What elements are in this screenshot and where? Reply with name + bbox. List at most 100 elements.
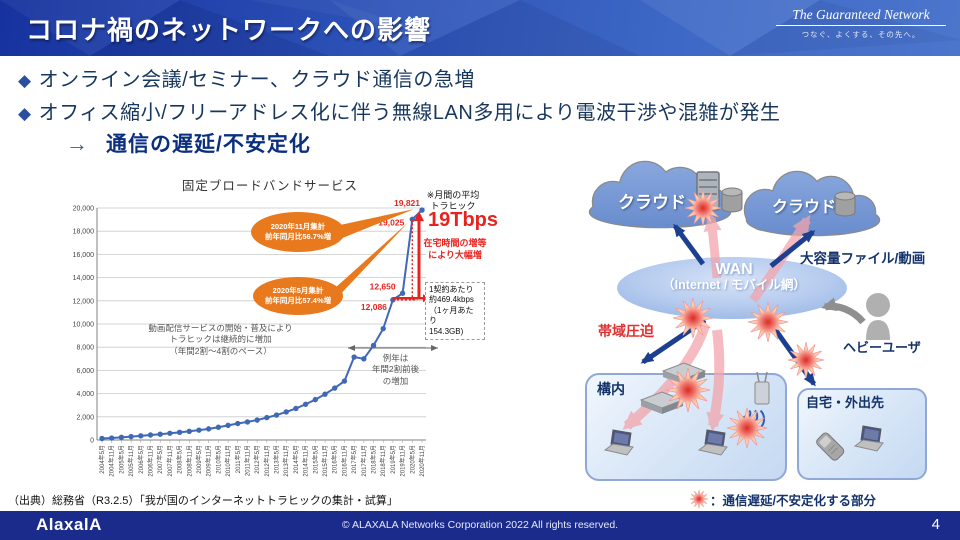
svg-text:2018年11月: 2018年11月 bbox=[379, 445, 387, 477]
svg-text:2016年11月: 2016年11月 bbox=[340, 445, 348, 477]
svg-text:16,000: 16,000 bbox=[73, 252, 95, 259]
svg-text:2017年5月: 2017年5月 bbox=[350, 445, 358, 474]
burst-icon bbox=[684, 189, 722, 227]
svg-text:2013年5月: 2013年5月 bbox=[273, 445, 281, 474]
bullet-wireless-lan: ◆ オフィス縮小/フリーアドレス化に伴う無線LAN多用により電波干渉や混雑が発生 bbox=[18, 96, 780, 125]
traffic-value: 19Tbps bbox=[428, 209, 499, 231]
svg-text:2016年5月: 2016年5月 bbox=[331, 445, 339, 474]
diamond-bullet-icon: ◆ bbox=[18, 104, 32, 123]
svg-text:2009年11月: 2009年11月 bbox=[205, 445, 213, 477]
slide-header: コロナ禍のネットワークへの影響 The Guaranteed Network つ… bbox=[0, 0, 960, 56]
svg-text:2015年5月: 2015年5月 bbox=[311, 445, 319, 474]
stay-home-note: 在宅時間の増等 により大幅増 bbox=[423, 238, 487, 260]
home-label: 自宅・外出先 bbox=[806, 395, 885, 410]
svg-text:2007年11月: 2007年11月 bbox=[166, 445, 174, 477]
svg-text:2006年11月: 2006年11月 bbox=[146, 445, 154, 477]
chart-note-normal-year: 例年は 年間2割前後 の増加 bbox=[371, 353, 420, 386]
svg-text:2011年5月: 2011年5月 bbox=[234, 445, 242, 473]
svg-text:2005年5月: 2005年5月 bbox=[117, 445, 125, 474]
svg-text:4,000: 4,000 bbox=[76, 391, 94, 398]
svg-text:2008年11月: 2008年11月 bbox=[185, 445, 193, 477]
heavy-user-arrow bbox=[821, 297, 866, 325]
bandwidth-pressure-label: 帯域圧迫 bbox=[598, 323, 654, 339]
svg-text:2020年11月集計: 2020年11月集計 bbox=[271, 221, 326, 231]
burst-icon bbox=[747, 301, 789, 343]
svg-text:2004年11月: 2004年11月 bbox=[108, 445, 116, 477]
svg-text:2020年5月集計: 2020年5月集計 bbox=[273, 285, 324, 295]
brand-block: The Guaranteed Network つなぐ、よくする、その先へ。 bbox=[776, 7, 946, 40]
alaxala-logo: AlaxalA bbox=[36, 515, 102, 534]
big-file-label: 大容量ファイル/動画 bbox=[800, 251, 926, 266]
conclusion-line: → 通信の遅延/不安定化 bbox=[66, 128, 311, 158]
svg-text:前年同月比57.4%増: 前年同月比57.4%増 bbox=[265, 295, 332, 305]
page-number: 4 bbox=[931, 516, 940, 533]
svg-text:2019年5月: 2019年5月 bbox=[389, 445, 397, 474]
svg-text:2015年11月: 2015年11月 bbox=[321, 445, 329, 477]
wan-subtitle: （Internet / モバイル網） bbox=[662, 277, 806, 292]
person-icon bbox=[866, 293, 890, 340]
chart-note-video-services: 動画配信サービスの開始・普及により トラヒックは継続的に増加 （年間2割～4割の… bbox=[148, 323, 293, 356]
svg-text:2020年11月: 2020年11月 bbox=[418, 445, 426, 477]
header-facet-texture bbox=[0, 0, 960, 56]
chart-title: 固定ブロードバンドサービス bbox=[181, 179, 359, 193]
svg-text:20,000: 20,000 bbox=[73, 206, 95, 213]
svg-text:2018年5月: 2018年5月 bbox=[370, 445, 378, 474]
bullet-online-meetings: ◆ オンライン会議/セミナー、クラウド通信の急増 bbox=[18, 63, 475, 92]
svg-text:2020年5月: 2020年5月 bbox=[408, 445, 416, 474]
svg-text:19,821: 19,821 bbox=[394, 198, 420, 208]
brand-tagline: つなぐ、よくする、その先へ。 bbox=[801, 30, 921, 39]
legend-text: ：通信遅延/不安定化する部分 bbox=[710, 493, 876, 508]
cloud-label: クラウド bbox=[618, 193, 686, 212]
svg-text:6,000: 6,000 bbox=[76, 368, 94, 375]
page-title: コロナ禍のネットワークへの影響 bbox=[26, 15, 432, 45]
svg-text:2017年11月: 2017年11月 bbox=[360, 445, 368, 477]
copyright-text: © ALAXALA Networks Corporation 2022 All … bbox=[341, 519, 619, 531]
svg-text:2004年5月: 2004年5月 bbox=[98, 445, 106, 474]
svg-text:0: 0 bbox=[90, 438, 94, 445]
svg-text:2014年11月: 2014年11月 bbox=[302, 445, 310, 477]
cloud-label: クラウド bbox=[772, 199, 837, 216]
svg-text:8,000: 8,000 bbox=[76, 345, 94, 352]
database-icon bbox=[721, 187, 743, 213]
burst-icon bbox=[689, 489, 709, 509]
heavy-user-label: ヘビーユーザ bbox=[843, 340, 921, 355]
svg-text:2013年11月: 2013年11月 bbox=[282, 445, 290, 477]
svg-text:2009年5月: 2009年5月 bbox=[195, 445, 203, 474]
server-icon bbox=[696, 171, 720, 211]
per-contract-note: 1契約あたり 約469.4kbps （1ヶ月あたり 154.3GB) bbox=[425, 282, 485, 340]
svg-text:2011年11月: 2011年11月 bbox=[243, 445, 251, 476]
svg-text:18,000: 18,000 bbox=[73, 229, 95, 236]
svg-text:2006年5月: 2006年5月 bbox=[137, 445, 145, 474]
burst-icon bbox=[787, 341, 825, 379]
source-citation: （出典）総務省（R3.2.5）「我が国のインターネットトラヒックの集計・試算」 bbox=[8, 495, 398, 507]
svg-text:2008年5月: 2008年5月 bbox=[176, 445, 184, 474]
slide-footer: AlaxalA © ALAXALA Networks Corporation 2… bbox=[0, 511, 960, 540]
svg-text:2007年5月: 2007年5月 bbox=[156, 445, 164, 474]
svg-text:2010年11月: 2010年11月 bbox=[224, 445, 232, 477]
database-icon bbox=[834, 191, 856, 217]
svg-text:19,025: 19,025 bbox=[378, 217, 404, 227]
svg-text:12,086: 12,086 bbox=[361, 302, 387, 312]
svg-text:2005年11月: 2005年11月 bbox=[127, 445, 135, 477]
diamond-bullet-icon: ◆ bbox=[18, 71, 32, 90]
conclusion-text: 通信の遅延/不安定化 bbox=[106, 133, 311, 156]
network-arrows bbox=[640, 223, 817, 387]
svg-text:10,000: 10,000 bbox=[73, 322, 95, 329]
svg-text:2,000: 2,000 bbox=[76, 414, 94, 421]
monthly-average-note: ※月間の平均 トラヒック bbox=[426, 190, 480, 212]
svg-text:2010年5月: 2010年5月 bbox=[214, 445, 222, 474]
bullet-text: オフィス縮小/フリーアドレス化に伴う無線LAN多用により電波干渉や混雑が発生 bbox=[38, 102, 781, 124]
right-arrow-icon: → bbox=[66, 131, 88, 156]
svg-text:前年同月比56.7%増: 前年同月比56.7%増 bbox=[265, 231, 332, 241]
svg-text:2012年5月: 2012年5月 bbox=[253, 445, 261, 474]
svg-text:14,000: 14,000 bbox=[73, 275, 95, 282]
burst-icon bbox=[672, 297, 714, 339]
premises-label: 構内 bbox=[597, 381, 625, 397]
fixed-broadband-traffic-chart: 0 2,000 4,000 6,000 8,000 10,000 12,000 14,000 1… bbox=[73, 198, 438, 477]
svg-text:2019年11月: 2019年11月 bbox=[399, 445, 407, 477]
svg-text:12,650: 12,650 bbox=[370, 281, 396, 291]
brand-slogan: The Guaranteed Network bbox=[776, 7, 946, 26]
bullet-text: オンライン会議/セミナー、クラウド通信の急増 bbox=[38, 69, 475, 91]
svg-text:2014年5月: 2014年5月 bbox=[292, 445, 300, 474]
